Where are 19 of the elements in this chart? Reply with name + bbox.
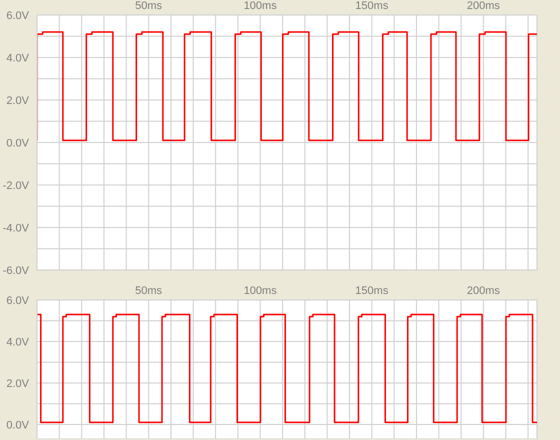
y-tick-label: 0.0V: [6, 137, 30, 150]
y-tick-label: 4.0V: [6, 336, 30, 348]
x-tick-label: 100ms: [244, 0, 278, 12]
y-tick-label: 6.0V: [6, 10, 30, 22]
x-tick-label: 50ms: [135, 0, 163, 12]
y-tick-label: 2.0V: [6, 378, 30, 390]
y-tick-label: -2.0V: [2, 180, 30, 192]
x-tick-label: 200ms: [466, 285, 500, 297]
x-tick-label: 100ms: [244, 285, 278, 297]
y-tick-label: -6.0V: [2, 264, 30, 277]
y-tick-label: -4.0V: [2, 222, 30, 234]
x-tick-label: 150ms: [355, 285, 389, 297]
y-tick-label: 0.0V: [6, 419, 30, 432]
x-tick-label: 200ms: [466, 0, 500, 12]
x-tick-label: 150ms: [355, 0, 389, 12]
y-tick-label: 6.0V: [6, 294, 30, 307]
y-tick-label: 2.0V: [6, 94, 30, 107]
y-tick-label: 4.0V: [6, 52, 30, 64]
x-tick-label: 50ms: [135, 285, 163, 297]
